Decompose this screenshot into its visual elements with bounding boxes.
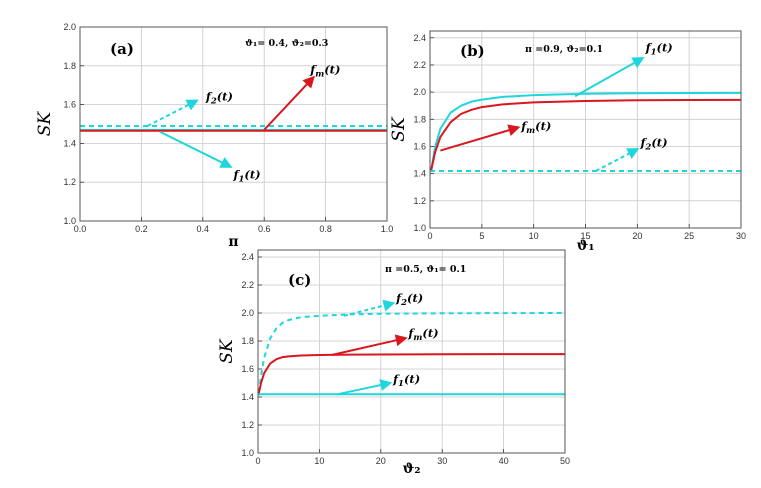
y-tick-label: 1.8 [241,336,254,346]
annotation-arrow-f2 [595,148,640,172]
x-axis-label: ϑ₁ [576,238,594,254]
annotation-arrow-fm [440,124,521,152]
plot-area [80,27,387,221]
panel-label: (a) [110,40,134,58]
y-tick-label: 1.4 [413,169,426,179]
y-tick-label: 2.0 [413,87,426,97]
series-line-f1t [430,91,742,172]
x-tick-label: 0 [255,456,260,466]
y-axis-label: SK [217,338,237,364]
x-tick-label: 25 [684,231,694,241]
annotation-arrow-f1 [159,130,233,168]
plot-frame [429,30,742,229]
chart-panel-0: 0.0 0.2 0.4 0.6 0.8 1.0 1.0 1.2 1.4 1.6 1.8 2.0 (a) ϑ… [35,22,393,250]
plot-area [258,250,565,453]
x-tick-label: 20 [632,231,642,241]
annotation-label-fm: fm(t) [309,63,340,80]
parameter-text: π =0.5, ϑ₁= 0.1 [385,264,466,275]
y-tick-label: 1.6 [63,100,76,110]
x-tick-label: 10 [314,456,324,466]
x-tick-label: 30 [736,231,746,241]
y-tick-label: 1.2 [241,420,254,430]
y-tick-label: 1.0 [413,223,426,233]
annotation-arrow-f1 [574,56,645,98]
y-tick-label: 2.2 [241,280,254,290]
panel-label: (c) [288,271,311,289]
x-tick-label: 50 [560,456,570,466]
y-tick-label: 1.6 [413,141,426,151]
y-tick-label: 2.0 [241,308,254,318]
annotation-label-fm: fm(t) [520,119,551,136]
series-line-fmt [430,98,742,172]
y-tick-label: 1.0 [241,448,254,458]
plot-frame [257,249,566,454]
chart-panel-1: 0 5 10 15 20 25 30 1.0 1.2 1.4 1.6 1.8 2.0 2.2 2.4 (b) π… [389,30,746,254]
x-tick-label: 0.4 [197,224,210,234]
x-tick-label: 0 [427,231,432,241]
annotation-arrow-fm [331,334,408,356]
x-tick-label: 10 [529,231,539,241]
x-tick-label: 0.6 [258,224,271,234]
y-tick-label: 1.6 [241,364,254,374]
annotation-label-f1: f1(t) [392,372,420,389]
x-tick-label: 5 [479,231,484,241]
y-axis-label: SK [35,111,55,137]
annotation-label-f2: f2(t) [395,291,423,308]
x-tick-label: 30 [437,456,447,466]
x-axis-label: ϑ₂ [402,461,420,477]
x-tick-label: 0.0 [74,224,87,234]
y-axis-label: SK [389,116,409,142]
y-tick-label: 1.8 [63,61,76,71]
x-tick-label: 0.8 [319,224,332,234]
y-tick-label: 2.4 [241,252,254,262]
annotation-label-fm: fm(t) [407,326,438,343]
x-tick-label: 15 [580,231,590,241]
y-tick-label: 2.4 [413,33,426,43]
annotation-label-f1: f1(t) [645,40,673,57]
x-axis-label: π [228,234,238,250]
x-tick-label: 40 [499,456,509,466]
x-tick-label: 20 [376,456,386,466]
x-tick-label: 0.2 [135,224,148,234]
y-tick-label: 1.0 [63,216,76,226]
annotation-label-f1: f1(t) [233,167,261,184]
annotation-label-f2: f2(t) [205,90,233,107]
annotation-arrow-f1 [337,379,393,396]
y-tick-label: 1.8 [413,114,426,124]
y-tick-label: 1.4 [241,392,254,402]
annotation-arrow-fm [263,75,315,131]
x-tick-label: 1.0 [381,224,394,234]
series-line-f2t [257,312,566,393]
series-line-fmt [257,353,565,395]
parameter-text: π =0.9, ϑ₂=0.1 [525,44,603,55]
annotation-arrow-f2 [343,299,396,317]
plot-frame [79,26,388,222]
y-tick-label: 1.2 [413,196,426,206]
parameter-text: ϑ₁= 0.4, ϑ₂=0.3 [245,38,328,49]
y-tick-label: 2.0 [63,22,76,32]
y-tick-label: 1.4 [63,138,76,148]
y-tick-label: 2.2 [413,60,426,70]
annotation-arrow-f2 [147,99,199,127]
annotation-label-f2: f2(t) [639,135,667,152]
chart-panel-2: 0 10 20 30 40 50 1.0 1.2 1.4 1.6 1.8 2.0 2.2 2.4 (c) π … [217,249,570,477]
panel-label: (b) [460,42,485,60]
y-tick-label: 1.2 [63,177,76,187]
